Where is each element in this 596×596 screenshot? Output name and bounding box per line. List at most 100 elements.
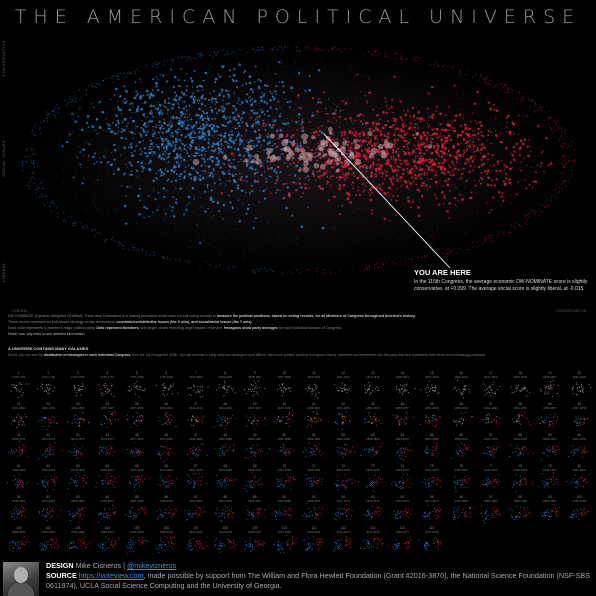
- member-point-field: [462, 109, 464, 110]
- panel-point: [286, 416, 288, 418]
- member-point-field: [423, 212, 425, 213]
- member-point-democrat: [180, 160, 183, 162]
- member-point-republican: [489, 165, 492, 167]
- member-point-republican: [420, 117, 424, 120]
- member-point-republican: [408, 163, 410, 165]
- member-point-field: [175, 228, 177, 230]
- panel-point: [28, 383, 30, 385]
- member-point-republican: [509, 167, 512, 171]
- member-point-democrat: [186, 116, 189, 118]
- panel-point: [227, 389, 229, 391]
- member-point-field: [276, 86, 278, 87]
- member-point-republican: [465, 148, 469, 151]
- member-point-democrat: [180, 110, 184, 114]
- panel-point: [397, 415, 399, 417]
- member-point-republican: [489, 107, 493, 111]
- congress-years: 1801-1803: [189, 375, 203, 379]
- member-point-democrat: [192, 139, 195, 142]
- panel-point: [163, 395, 166, 397]
- member-point-republican: [301, 118, 304, 121]
- member-point-republican: [439, 123, 442, 126]
- member-point-republican: [383, 191, 386, 194]
- member-point-democrat: [229, 139, 233, 143]
- member-point-democrat: [105, 118, 107, 120]
- member-point-republican: [257, 180, 260, 183]
- member-point-democrat: [191, 153, 193, 155]
- member-point-republican: [414, 119, 416, 121]
- member-point-democrat: [259, 190, 261, 192]
- panel-point: [165, 414, 167, 416]
- rim-dot: [553, 120, 555, 122]
- congress-number: 24: [106, 402, 110, 406]
- rim-dot: [548, 117, 551, 119]
- member-point-republican: [389, 178, 393, 181]
- panel-point: [431, 389, 433, 391]
- member-point-republican: [491, 157, 493, 159]
- description-line-2: These scores represent an individual's i…: [8, 320, 253, 324]
- member-point-democrat: [201, 157, 204, 160]
- congress-years: 1833-1835: [71, 406, 85, 410]
- member-point-field: [445, 153, 447, 155]
- panel-point: [368, 389, 370, 391]
- member-point-democrat: [190, 159, 192, 161]
- member-point-democrat: [266, 110, 269, 112]
- member-point-republican: [259, 166, 262, 168]
- member-point-democrat: [231, 206, 233, 208]
- member-point-field: [413, 198, 415, 200]
- panel-point: [344, 417, 346, 419]
- member-point-democrat: [167, 142, 170, 145]
- universe-scatter-chart[interactable]: [0, 30, 596, 310]
- rim-dot: [205, 261, 207, 263]
- congress-years: 1811-1813: [337, 375, 351, 379]
- member-point-republican: [413, 136, 417, 140]
- member-point-republican: [440, 162, 442, 164]
- rim-dot: [126, 72, 129, 74]
- member-point-democrat: [155, 85, 158, 88]
- member-point-democrat: [215, 112, 218, 115]
- member-point-democrat: [220, 183, 222, 185]
- rim-dot: [548, 206, 550, 208]
- panel-point: [375, 424, 377, 426]
- rim-dot: [47, 113, 50, 115]
- congress-years: 1793-1795: [71, 375, 85, 379]
- member-point-democrat: [157, 191, 160, 194]
- panel-point: [232, 387, 234, 389]
- rim-dot: [173, 59, 175, 61]
- rim-dot: [87, 84, 89, 87]
- member-point-republican: [419, 165, 421, 168]
- member-point-republican: [285, 135, 288, 138]
- member-point-democrat: [180, 114, 183, 117]
- member-point-republican: [396, 147, 399, 150]
- rim-dot: [167, 59, 169, 61]
- rim-dot: [561, 163, 563, 165]
- panel-point: [73, 387, 76, 389]
- member-point-democrat: [245, 82, 248, 85]
- congress-number: 27: [194, 402, 198, 406]
- congress-small-multiples[interactable]: 11789-179121791-179331793-179541795-1797…: [0, 370, 596, 558]
- rim-dot: [558, 186, 561, 188]
- member-point-democrat: [101, 110, 105, 114]
- rim-dot: [58, 108, 60, 110]
- member-point-republican: [356, 154, 360, 158]
- rim-dot: [515, 227, 517, 229]
- member-point-republican: [474, 119, 477, 122]
- member-point-republican: [462, 173, 464, 175]
- rim-dot: [229, 265, 231, 267]
- member-point-republican: [372, 143, 375, 145]
- member-point-democrat: [204, 210, 207, 213]
- member-point-republican: [329, 144, 331, 146]
- member-point-republican: [452, 146, 455, 149]
- panel-point: [218, 387, 220, 389]
- panel-point: [405, 423, 407, 425]
- member-point-republican: [466, 145, 468, 147]
- panel-point: [163, 382, 165, 385]
- member-point-democrat: [254, 178, 256, 180]
- rim-dot: [47, 201, 49, 203]
- congress-number: 1: [18, 371, 20, 375]
- member-point-democrat: [224, 184, 226, 187]
- member-point-democrat: [242, 139, 244, 142]
- rim-dot: [316, 273, 319, 275]
- member-point-field: [367, 131, 369, 133]
- rim-dot: [274, 46, 276, 48]
